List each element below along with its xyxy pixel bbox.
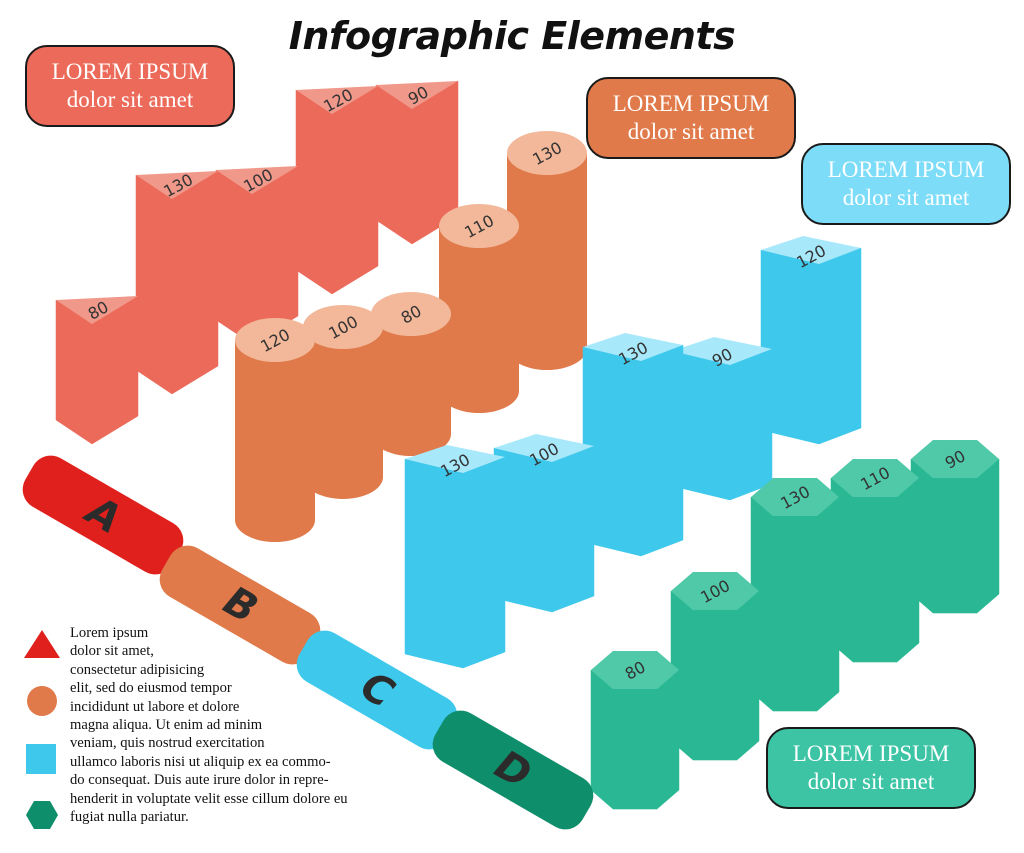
triangle-icon <box>24 630 60 658</box>
bar: 80 <box>590 650 680 810</box>
bar-face <box>818 247 862 445</box>
bar-top <box>751 477 839 517</box>
pill-letter: C <box>349 664 405 716</box>
bar-top <box>216 166 298 194</box>
callout-subtitle: dolor sit amet <box>66 87 194 112</box>
bar: 130 <box>404 445 506 669</box>
bar: 80 <box>55 295 139 445</box>
callout-green: LOREM IPSUM dolor sit amet <box>766 727 976 809</box>
bar-face <box>215 169 253 345</box>
bar-face <box>772 515 818 712</box>
legend-icons <box>24 630 60 829</box>
bar-face <box>295 89 333 295</box>
bar-top <box>583 333 683 361</box>
bar-side <box>303 327 383 499</box>
bar-top <box>494 434 594 462</box>
bar-top <box>911 439 999 479</box>
bar-top <box>591 650 679 690</box>
bar-face <box>590 669 614 810</box>
square-icon <box>26 744 56 774</box>
bar: 120 <box>235 318 315 542</box>
bar-face <box>932 477 978 614</box>
bar-face <box>171 170 219 395</box>
bar-face <box>551 445 595 613</box>
callout-title: LOREM IPSUM <box>827 157 985 182</box>
bar-face <box>462 456 506 669</box>
bar-face <box>404 458 464 669</box>
callout-orange: LOREM IPSUM dolor sit amet <box>586 77 796 159</box>
bar: 100 <box>670 571 760 761</box>
bar-side <box>371 314 451 456</box>
bar-top <box>371 292 451 336</box>
bar-side <box>439 226 519 413</box>
bar-face <box>852 496 898 663</box>
bar: 120 <box>760 236 862 445</box>
bar: 120 <box>295 85 379 295</box>
bar-top <box>303 305 383 349</box>
bar-face <box>656 669 680 810</box>
bar-side <box>507 153 587 370</box>
bar-face <box>896 477 920 663</box>
bar: 130 <box>135 170 219 395</box>
legend-text: Lorem ipsum dolor sit amet, consectetur … <box>70 625 348 826</box>
bar-top <box>672 337 772 365</box>
bar-top <box>235 318 315 362</box>
bar-top <box>136 171 218 199</box>
bar-top <box>507 131 587 175</box>
bar: 110 <box>439 204 519 413</box>
circle-icon <box>27 686 57 716</box>
bar-face <box>375 84 413 245</box>
page-title: Infographic Elements <box>288 14 736 58</box>
bar: 100 <box>215 165 299 345</box>
callout-subtitle: dolor sit amet <box>627 119 755 144</box>
callout-subtitle: dolor sit amet <box>807 769 935 794</box>
bar-top <box>439 204 519 248</box>
bar: 90 <box>671 337 773 501</box>
bar-top <box>831 458 919 498</box>
bar: 80 <box>371 292 451 456</box>
bar: 90 <box>910 439 1000 614</box>
bar: 100 <box>303 305 383 499</box>
bar-face <box>729 348 773 501</box>
bar-face <box>816 496 840 712</box>
bar: 130 <box>582 333 684 557</box>
bar-face <box>692 609 738 761</box>
pill-letter: B <box>211 579 269 631</box>
bar-face <box>331 85 379 295</box>
bar: 130 <box>750 477 840 712</box>
bar-top <box>376 81 458 109</box>
bar-top <box>405 445 505 473</box>
bar-face <box>736 590 760 761</box>
bar: 90 <box>375 80 459 245</box>
hexagon-icon <box>26 801 58 829</box>
bar-face <box>135 174 173 395</box>
bar-face <box>640 344 684 557</box>
pill-letter: D <box>483 743 543 797</box>
bar-face <box>976 458 1000 614</box>
callout-blue: LOREM IPSUM dolor sit amet <box>801 143 1011 225</box>
callout-subtitle: dolor sit amet <box>842 185 970 210</box>
bar-side <box>235 340 315 542</box>
bar-top <box>761 236 861 264</box>
bar-face <box>251 165 299 345</box>
bar-top <box>56 296 138 324</box>
bar: 110 <box>830 458 920 663</box>
bar-face <box>612 688 658 810</box>
bar-top <box>296 86 378 114</box>
callout-red: LOREM IPSUM dolor sit amet <box>25 45 235 127</box>
pill-letter: A <box>74 489 132 541</box>
callout-title: LOREM IPSUM <box>51 59 209 84</box>
callout-title: LOREM IPSUM <box>612 91 770 116</box>
bar: 130 <box>507 131 587 370</box>
callout-title: LOREM IPSUM <box>792 741 950 766</box>
bar: 100 <box>493 434 595 613</box>
bar-top <box>671 571 759 611</box>
